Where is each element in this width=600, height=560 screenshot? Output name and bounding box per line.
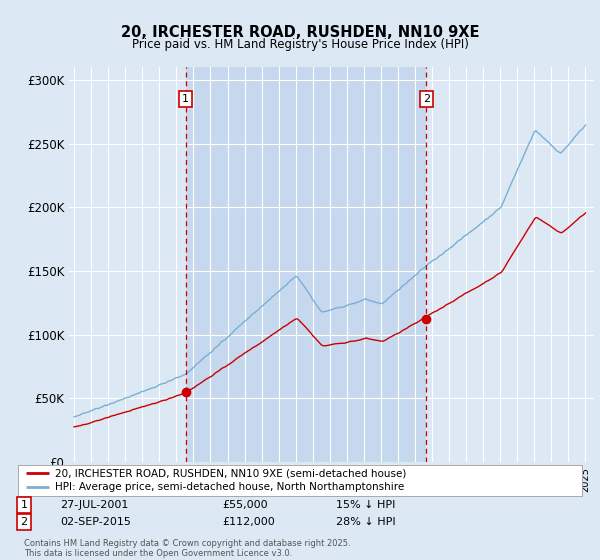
Text: £112,000: £112,000 — [222, 517, 275, 527]
Text: Contains HM Land Registry data © Crown copyright and database right 2025.
This d: Contains HM Land Registry data © Crown c… — [24, 539, 350, 558]
Text: 02-SEP-2015: 02-SEP-2015 — [60, 517, 131, 527]
Text: HPI: Average price, semi-detached house, North Northamptonshire: HPI: Average price, semi-detached house,… — [55, 482, 404, 492]
Text: £55,000: £55,000 — [222, 500, 268, 510]
Bar — [185, 67, 427, 462]
Text: 20, IRCHESTER ROAD, RUSHDEN, NN10 9XE: 20, IRCHESTER ROAD, RUSHDEN, NN10 9XE — [121, 25, 479, 40]
Text: 27-JUL-2001: 27-JUL-2001 — [60, 500, 128, 510]
Text: 2: 2 — [423, 94, 430, 104]
Text: 28% ↓ HPI: 28% ↓ HPI — [336, 517, 395, 527]
Text: Price paid vs. HM Land Registry's House Price Index (HPI): Price paid vs. HM Land Registry's House … — [131, 38, 469, 52]
Text: 15% ↓ HPI: 15% ↓ HPI — [336, 500, 395, 510]
Text: 20, IRCHESTER ROAD, RUSHDEN, NN10 9XE (semi-detached house): 20, IRCHESTER ROAD, RUSHDEN, NN10 9XE (s… — [55, 468, 406, 478]
Text: 1: 1 — [20, 500, 28, 510]
Text: 2: 2 — [20, 517, 28, 527]
Text: 1: 1 — [182, 94, 189, 104]
